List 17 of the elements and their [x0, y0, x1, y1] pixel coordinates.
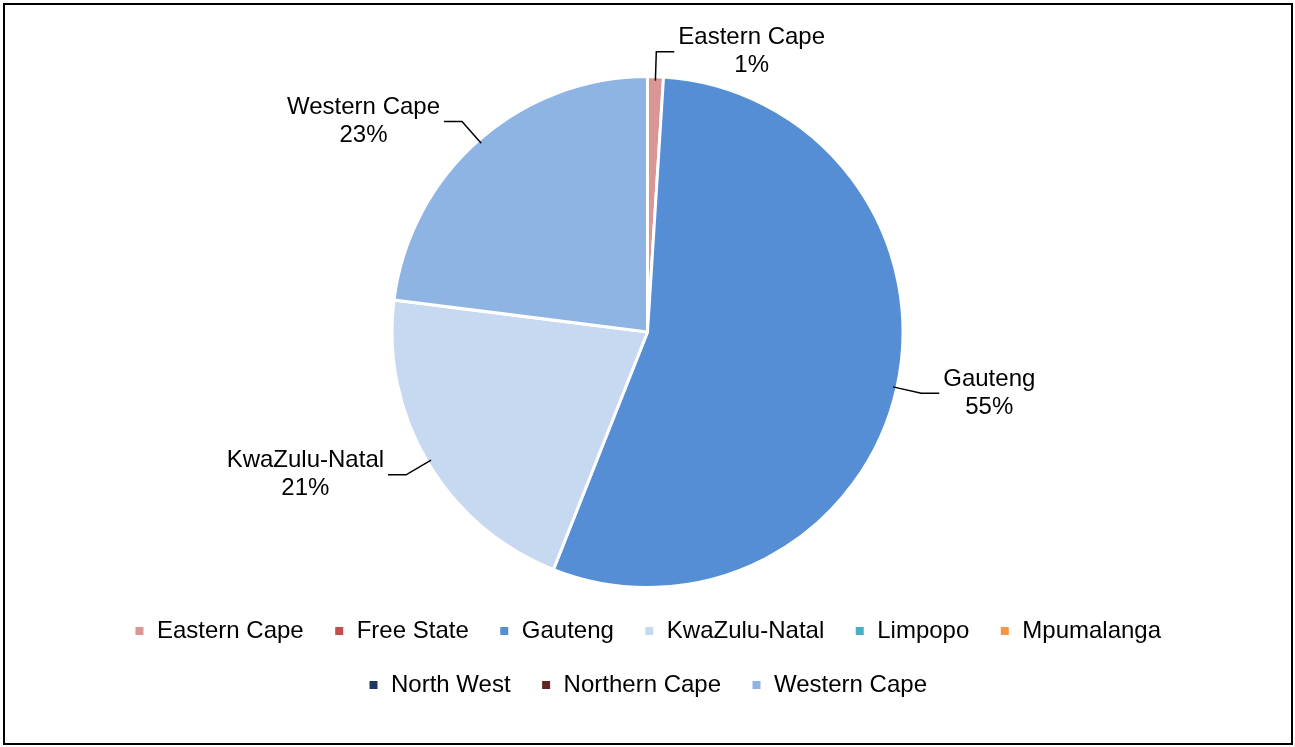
data-label: 1%: [734, 50, 770, 78]
legend-label: Limpopo: [877, 615, 970, 643]
legend-label: Free State: [356, 615, 469, 643]
legend-label: Mpumalanga: [1022, 615, 1162, 643]
legend-label: Eastern Cape: [156, 615, 304, 643]
slice-label: Eastern Cape: [678, 22, 826, 50]
legend-label: Western Cape: [774, 669, 927, 697]
legend-label: KwaZulu-Natal: [666, 615, 825, 643]
legend-label: North West: [391, 669, 511, 697]
slice-label: Western Cape: [287, 92, 440, 120]
slice-label: KwaZulu-Natal: [226, 445, 385, 473]
data-label: 21%: [281, 473, 330, 501]
data-label: 23%: [339, 120, 388, 148]
data-label: 55%: [965, 391, 1014, 419]
legend-label: Northern Cape: [563, 669, 722, 697]
slice-label: Gauteng: [943, 363, 1036, 391]
legend-label: Gauteng: [521, 615, 614, 643]
